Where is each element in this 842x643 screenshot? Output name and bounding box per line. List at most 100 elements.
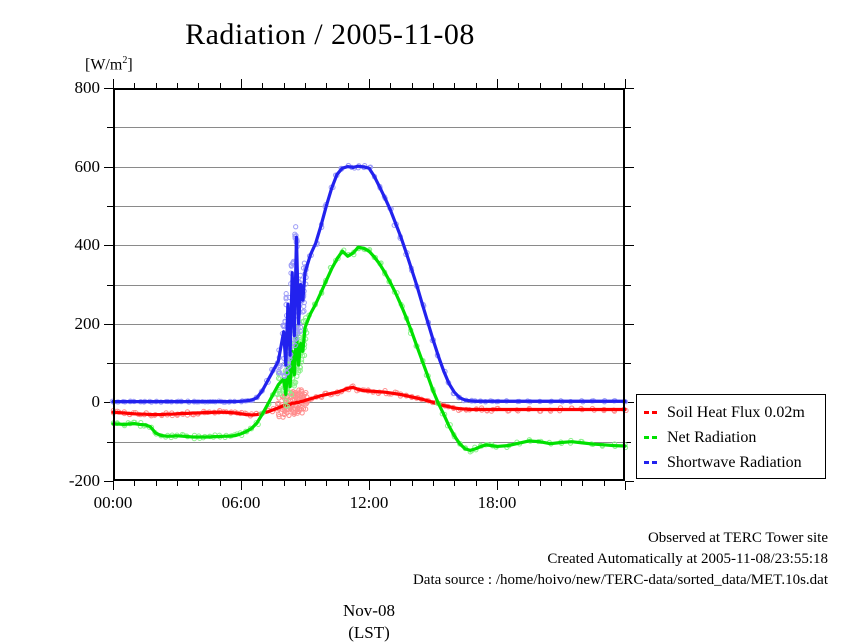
y-axis-tick xyxy=(625,402,634,404)
x-axis-tick xyxy=(369,481,370,490)
x-axis-tick xyxy=(219,481,221,486)
x-axis-tick xyxy=(603,83,605,88)
x-axis-tick xyxy=(625,481,626,490)
x-axis-tick xyxy=(283,83,285,88)
y-axis-tick xyxy=(625,205,631,207)
y-axis-tick xyxy=(625,441,631,443)
x-axis-tick xyxy=(369,79,370,88)
y-axis-tick xyxy=(107,363,113,365)
y-axis-unit-label: [W/m2] xyxy=(85,55,133,74)
gridline xyxy=(113,205,625,207)
x-axis-tick-label: 18:00 xyxy=(477,493,517,512)
x-axis-tick xyxy=(305,481,306,486)
x-axis-tick xyxy=(561,481,562,486)
x-axis-tick xyxy=(518,83,520,88)
y-axis-tick-label: 0 xyxy=(91,392,101,412)
legend-item-label: Net Radiation xyxy=(667,428,757,446)
y-axis-tick-label: 200 xyxy=(74,313,101,333)
y-axis-tick xyxy=(625,481,634,482)
x-axis-tick xyxy=(113,481,114,490)
x-axis-caption-date: Nov-08 xyxy=(343,601,395,620)
x-axis-tick xyxy=(433,481,434,486)
gridline xyxy=(113,402,625,404)
page-title: Radiation / 2005-11-08 xyxy=(185,18,475,51)
series-line-soil-heat-flux-0-02m xyxy=(111,385,627,417)
x-axis-tick xyxy=(326,481,328,486)
x-axis-tick-label: 06:00 xyxy=(221,493,261,512)
x-axis-tick xyxy=(475,83,477,88)
gridline xyxy=(113,363,625,365)
x-axis-tick xyxy=(561,83,562,88)
y-axis-tick xyxy=(625,245,634,247)
y-axis-tick xyxy=(107,205,113,207)
legend: Soil Heat Flux 0.02m Net Radiation Shortwa… xyxy=(636,394,826,479)
x-axis-tick xyxy=(347,481,349,486)
y-axis-tick xyxy=(104,245,113,247)
x-axis-tick xyxy=(347,83,349,88)
legend-item[interactable]: Shortwave Radiation xyxy=(644,450,819,475)
y-axis-tick-label: 800 xyxy=(74,78,101,97)
x-axis-tick xyxy=(177,83,178,88)
x-axis-tick xyxy=(390,481,392,486)
x-axis-tick xyxy=(475,481,477,486)
legend-line-swatch-icon xyxy=(644,461,661,464)
footer-data-source: Data source : /home/hoivo/new/TERC-data/… xyxy=(412,572,828,588)
x-axis-caption-timezone: (LST) xyxy=(348,623,390,642)
x-axis-tick xyxy=(454,481,456,486)
y-axis-tick xyxy=(625,166,634,168)
x-axis-tick xyxy=(497,79,498,88)
data-series-layer xyxy=(109,162,629,455)
x-axis-tick xyxy=(433,83,434,88)
x-axis-tick xyxy=(582,481,584,486)
x-axis-tick xyxy=(518,481,520,486)
x-axis-tick xyxy=(113,79,114,88)
y-axis-tick xyxy=(104,323,113,325)
x-axis-tick xyxy=(625,79,626,88)
y-axis-tick xyxy=(104,481,113,482)
y-axis-tick xyxy=(625,323,634,325)
y-axis-unit-exponent: 2 xyxy=(122,55,128,66)
x-axis-tick xyxy=(539,481,541,486)
x-axis-tick xyxy=(582,83,584,88)
legend-item[interactable]: Net Radiation xyxy=(644,425,819,450)
x-axis-tick xyxy=(241,79,242,88)
y-axis-tick-label: 600 xyxy=(74,156,101,176)
x-axis-tick xyxy=(219,83,221,88)
y-axis-tick xyxy=(104,88,113,89)
x-axis-tick xyxy=(198,481,200,486)
x-axis-tick xyxy=(603,481,605,486)
y-axis-tick xyxy=(625,284,631,286)
x-axis-tick xyxy=(454,83,456,88)
series-line-shortwave-radiation xyxy=(111,164,627,404)
y-axis-tick xyxy=(625,127,631,129)
legend-item[interactable]: Soil Heat Flux 0.02m xyxy=(644,400,819,425)
legend-item-label: Shortwave Radiation xyxy=(667,453,802,471)
y-axis-tick xyxy=(625,88,634,89)
x-axis-tick xyxy=(155,481,157,486)
x-axis-tick xyxy=(134,83,136,88)
x-axis-tick-label: 12:00 xyxy=(349,493,389,512)
legend-item-label: Soil Heat Flux 0.02m xyxy=(667,403,805,421)
y-axis-tick-label: -200 xyxy=(68,471,100,490)
footer-observed-at: Observed at TERC Tower site xyxy=(647,530,828,546)
plot-frame xyxy=(113,88,625,481)
x-axis-tick xyxy=(134,481,136,486)
x-axis-tick xyxy=(411,83,413,88)
x-axis-tick-label: 00:00 xyxy=(93,493,133,512)
y-axis-tick xyxy=(107,127,113,129)
y-axis-tick xyxy=(104,166,113,168)
y-axis-unit-bracket: ] xyxy=(127,56,133,74)
x-axis-tick xyxy=(539,83,541,88)
x-axis-tick xyxy=(497,481,498,490)
x-axis-tick xyxy=(198,83,200,88)
x-axis-tick xyxy=(390,83,392,88)
y-axis-tick-label: 400 xyxy=(74,235,101,255)
x-axis-tick xyxy=(241,481,242,490)
radiation-chart: Radiation / 2005-11-08 [W/m2] -200 0 200 40… xyxy=(68,18,828,642)
y-axis-tick xyxy=(104,402,113,404)
series-line-net-radiation xyxy=(111,245,627,452)
y-axis-tick xyxy=(625,363,631,365)
legend-line-swatch-icon xyxy=(644,436,661,439)
x-axis-tick xyxy=(305,83,306,88)
x-axis-tick xyxy=(177,481,178,486)
